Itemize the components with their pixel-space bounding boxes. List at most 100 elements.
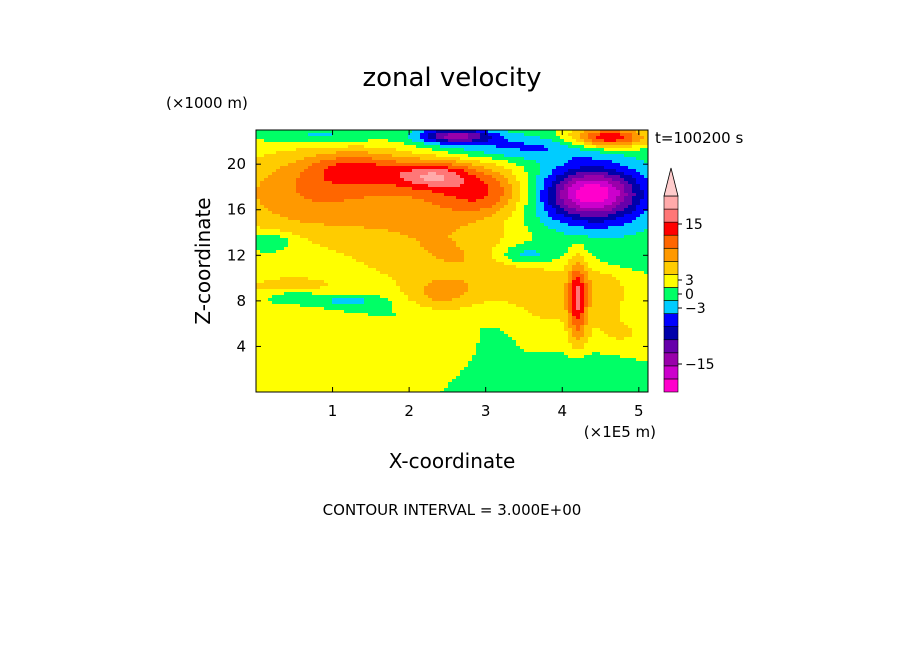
field-cell [532, 157, 536, 160]
field-cell [344, 244, 348, 247]
field-cell [408, 205, 412, 208]
field-cell [436, 229, 440, 232]
field-cell [276, 271, 280, 274]
field-cell [440, 160, 444, 163]
field-cell [484, 244, 488, 247]
field-cell [392, 265, 396, 268]
field-cell [480, 253, 484, 256]
field-cell [456, 157, 460, 160]
field-cell [608, 229, 612, 232]
field-cell [644, 244, 648, 247]
field-cell [560, 253, 564, 256]
field-cell [400, 184, 404, 187]
field-cell [364, 262, 368, 265]
field-cell [564, 262, 568, 265]
field-cell [400, 163, 404, 166]
field-cell [480, 172, 484, 175]
field-cell [576, 139, 580, 142]
field-cell [412, 241, 416, 244]
field-cell [468, 235, 472, 238]
field-cell [396, 130, 400, 133]
field-cell [644, 142, 648, 145]
field-cell [428, 193, 432, 196]
field-cell [596, 235, 600, 238]
field-cell [516, 268, 520, 271]
field-cell [348, 274, 352, 277]
field-cell [376, 130, 380, 133]
field-cell [276, 130, 280, 133]
field-cell [440, 136, 444, 139]
field-cell [312, 130, 316, 133]
field-cell [296, 277, 300, 280]
field-cell [640, 265, 644, 268]
field-cell [316, 139, 320, 142]
field-cell [312, 238, 316, 241]
field-cell [568, 241, 572, 244]
field-cell [472, 250, 476, 253]
field-cell [540, 178, 544, 181]
field-cell [380, 139, 384, 142]
field-cell [268, 241, 272, 244]
field-cell [484, 223, 488, 226]
field-cell [552, 190, 556, 193]
field-cell [352, 262, 356, 265]
field-cell [304, 157, 308, 160]
field-cell [484, 184, 488, 187]
field-cell [448, 151, 452, 154]
field-cell [464, 277, 468, 280]
field-cell [280, 178, 284, 181]
field-cell [324, 148, 328, 151]
field-cell [636, 238, 640, 241]
field-cell [340, 256, 344, 259]
field-cell [300, 142, 304, 145]
field-cell [560, 277, 564, 280]
field-cell [488, 139, 492, 142]
field-cell [560, 217, 564, 220]
field-cell [368, 229, 372, 232]
field-cell [440, 265, 444, 268]
field-cell [376, 229, 380, 232]
field-cell [584, 199, 588, 202]
field-cell [524, 274, 528, 277]
field-cell [524, 184, 528, 187]
field-cell [284, 193, 288, 196]
field-cell [508, 235, 512, 238]
field-cell [440, 229, 444, 232]
field-cell [280, 217, 284, 220]
field-cell [556, 223, 560, 226]
field-cell [392, 262, 396, 265]
field-cell [348, 175, 352, 178]
field-cell [336, 142, 340, 145]
field-cell [564, 271, 568, 274]
field-cell [412, 223, 416, 226]
field-cell [608, 214, 612, 217]
field-cell [256, 238, 260, 241]
field-cell [448, 232, 452, 235]
field-cell [544, 157, 548, 160]
field-cell [340, 226, 344, 229]
field-cell [296, 184, 300, 187]
field-cell [436, 187, 440, 190]
field-cell [480, 250, 484, 253]
field-cell [276, 193, 280, 196]
field-cell [640, 193, 644, 196]
field-cell [292, 160, 296, 163]
field-cell [352, 130, 356, 133]
field-cell [428, 220, 432, 223]
field-cell [464, 226, 468, 229]
field-cell [260, 247, 264, 250]
field-cell [388, 151, 392, 154]
field-cell [632, 274, 636, 277]
field-cell [592, 214, 596, 217]
field-cell [556, 160, 560, 163]
field-cell [344, 169, 348, 172]
field-cell [428, 190, 432, 193]
field-cell [492, 277, 496, 280]
field-cell [408, 172, 412, 175]
field-cell [476, 196, 480, 199]
field-cell [540, 169, 544, 172]
field-cell [644, 205, 648, 208]
field-cell [452, 163, 456, 166]
field-cell [584, 247, 588, 250]
field-cell [456, 232, 460, 235]
